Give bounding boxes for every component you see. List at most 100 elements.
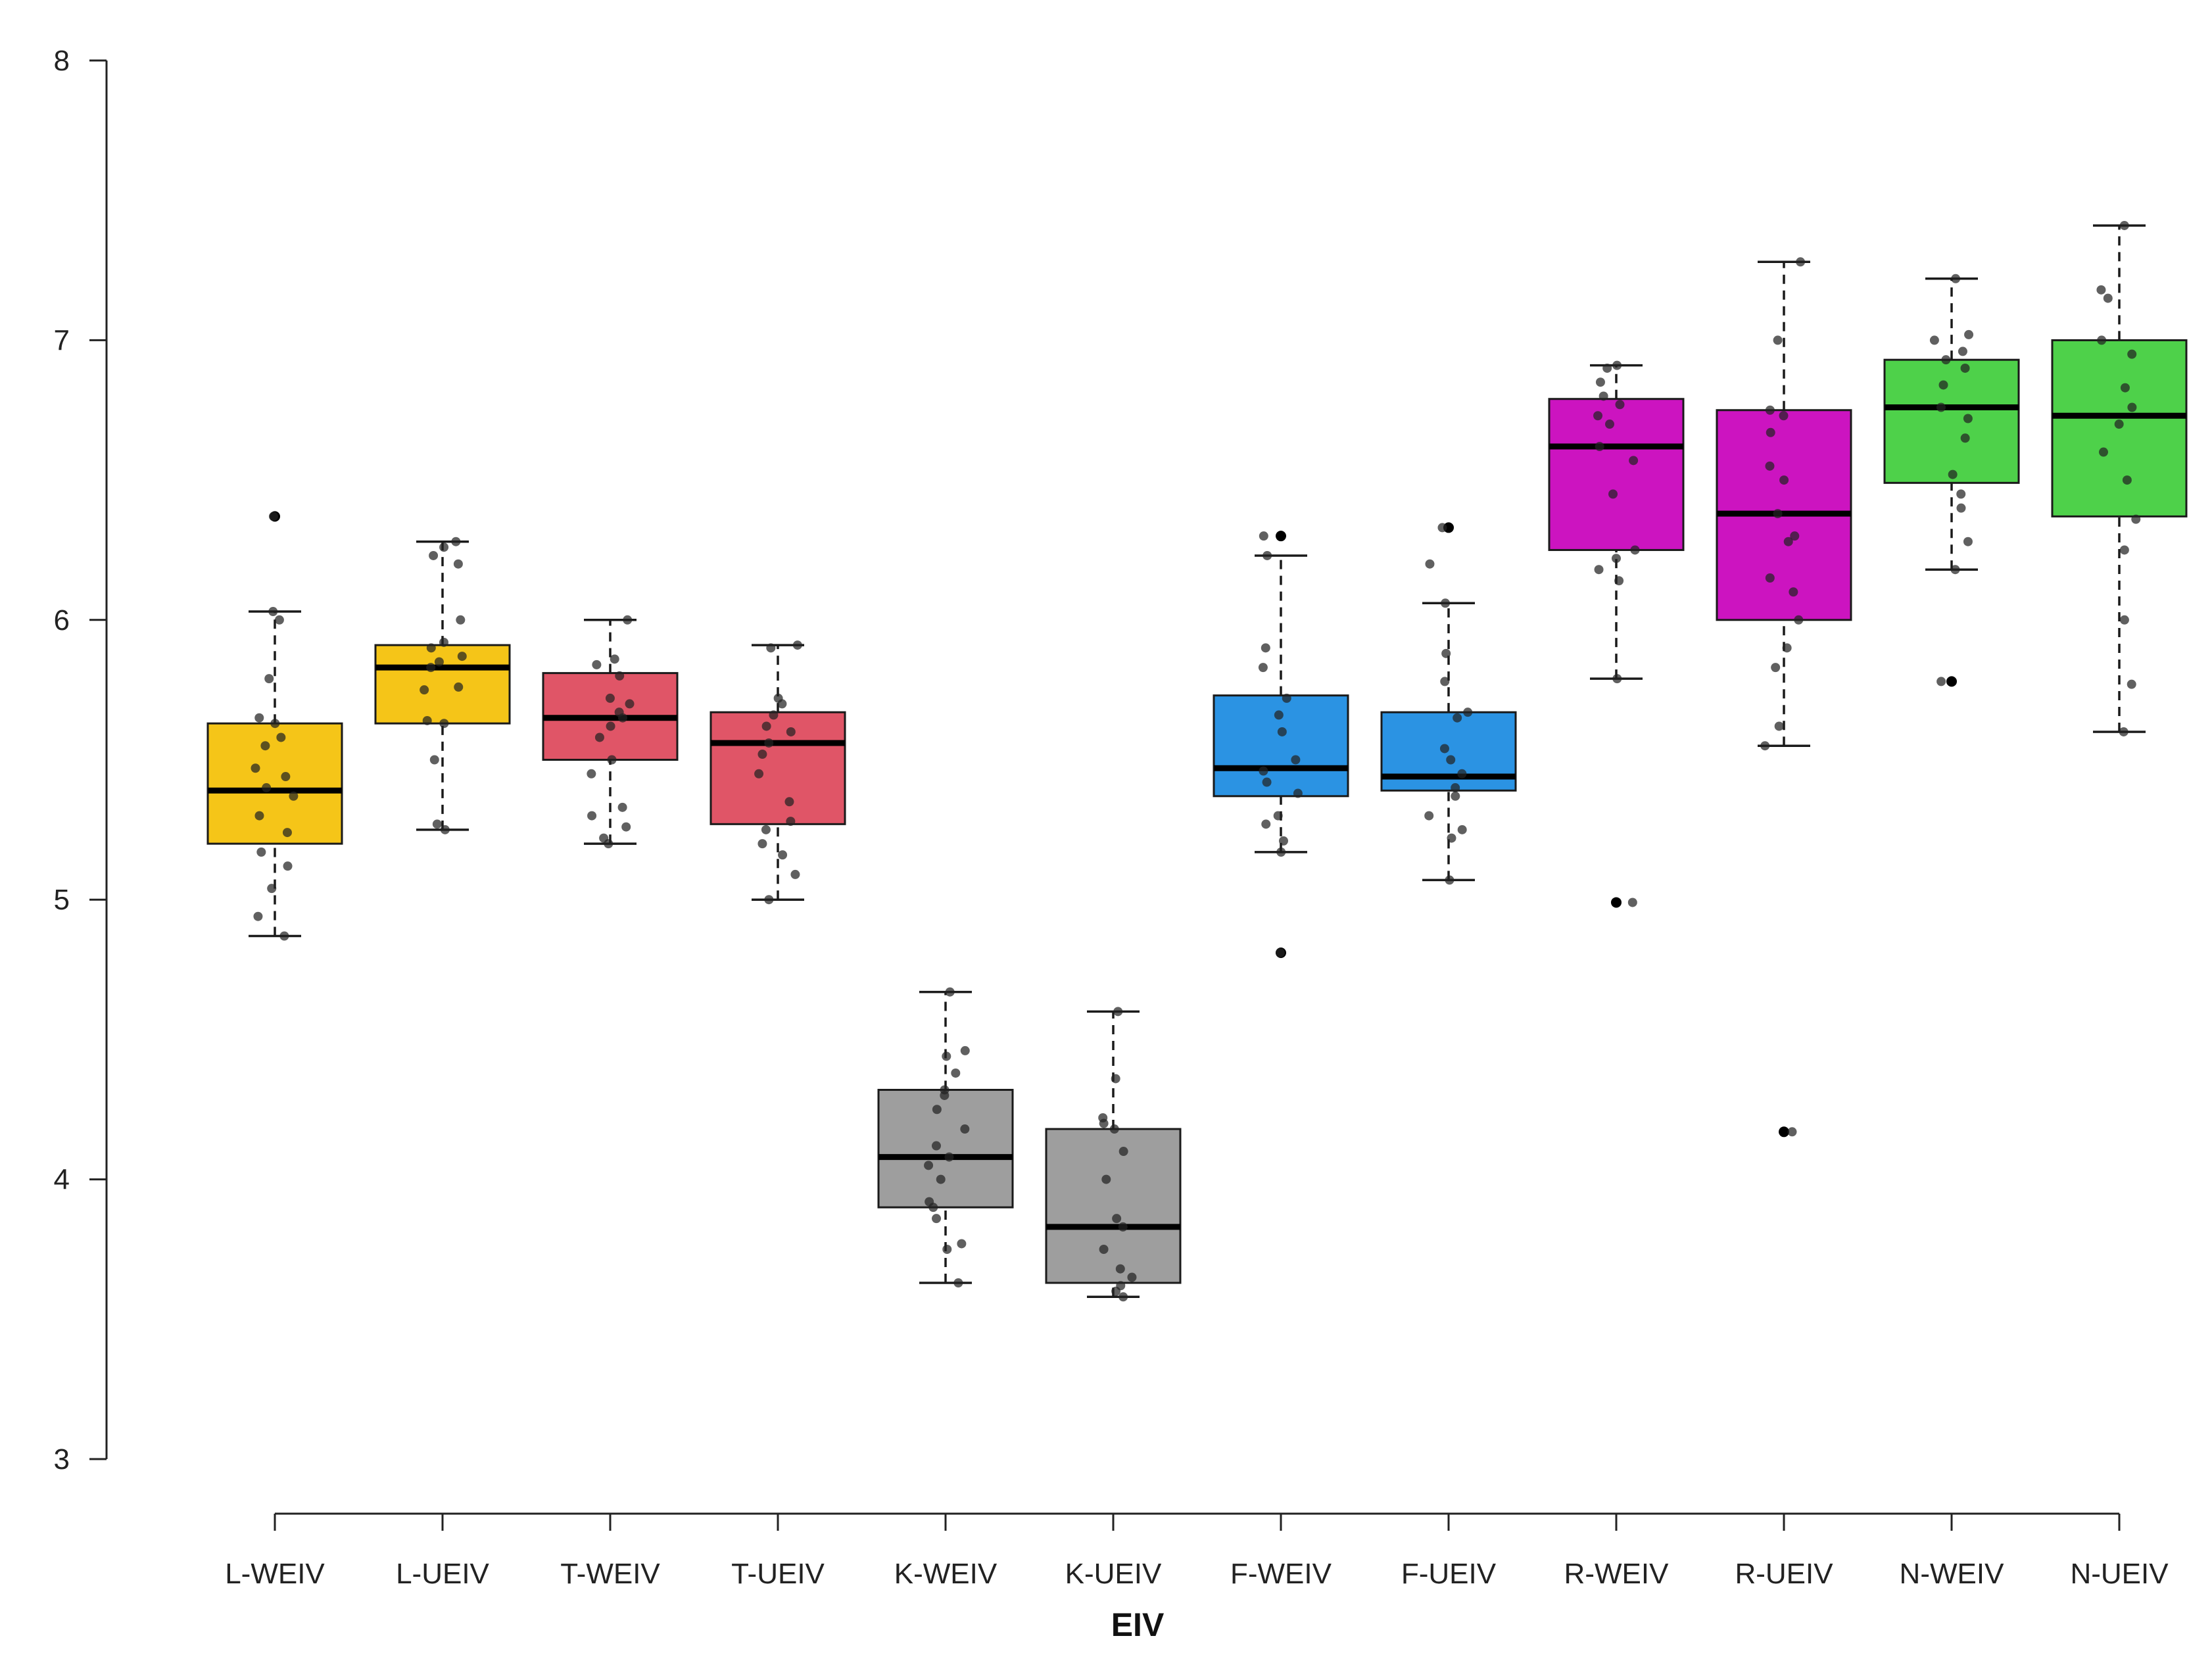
- data-point: [1938, 380, 1948, 390]
- x-tick-label: R-UEIV: [1735, 1558, 1833, 1590]
- data-point: [1615, 400, 1625, 410]
- data-point: [1127, 1272, 1137, 1282]
- data-point: [592, 660, 602, 669]
- data-point: [1790, 531, 1800, 541]
- data-point: [1773, 509, 1783, 519]
- data-point: [1278, 836, 1288, 846]
- data-point: [1276, 847, 1286, 857]
- data-point: [940, 1085, 950, 1095]
- data-point: [1463, 708, 1473, 717]
- data-point: [1963, 414, 1973, 423]
- y-tick-label: 5: [54, 884, 70, 916]
- data-point: [1275, 948, 1285, 958]
- data-point: [925, 1197, 934, 1207]
- x-axis-title: EIV: [1111, 1606, 1165, 1643]
- data-point: [268, 607, 278, 617]
- data-point: [1956, 489, 1966, 499]
- data-point: [2122, 475, 2132, 485]
- outlier-point: [1779, 1126, 1789, 1138]
- data-point: [1453, 713, 1462, 723]
- x-tick-label: K-WEIV: [894, 1558, 998, 1590]
- data-point: [1796, 257, 1806, 267]
- data-point: [1612, 674, 1622, 684]
- data-point: [944, 1152, 954, 1162]
- data-point: [1604, 420, 1614, 429]
- data-point: [1440, 677, 1450, 686]
- data-point: [1594, 565, 1604, 575]
- data-point: [434, 657, 444, 667]
- data-point: [1956, 503, 1966, 513]
- data-point: [1111, 1074, 1120, 1084]
- data-point: [439, 719, 449, 729]
- data-point: [1774, 721, 1784, 731]
- data-point: [1630, 545, 1640, 555]
- data-point: [1599, 391, 1608, 401]
- data-point: [2131, 514, 2141, 524]
- x-tick-label: F-UEIV: [1401, 1558, 1497, 1590]
- data-point: [2096, 285, 2106, 295]
- data-point: [1273, 811, 1283, 821]
- data-point: [1425, 559, 1435, 569]
- data-point: [279, 931, 289, 941]
- data-point: [1960, 433, 1970, 443]
- data-point: [276, 732, 286, 742]
- data-point: [1424, 811, 1434, 821]
- data-point: [429, 755, 439, 765]
- data-point: [432, 819, 442, 829]
- data-point: [281, 772, 291, 782]
- data-point: [262, 783, 272, 793]
- data-point: [1627, 898, 1637, 907]
- data-point: [945, 987, 955, 997]
- data-point: [599, 833, 609, 843]
- data-point: [605, 693, 615, 703]
- data-point: [1593, 411, 1603, 421]
- data-point: [1112, 1214, 1122, 1224]
- data-point: [2103, 293, 2113, 303]
- data-point: [754, 769, 764, 779]
- box-group-f-weiv: [1213, 531, 1349, 959]
- box-group-t-weiv: [542, 615, 679, 849]
- x-tick-label: T-UEIV: [731, 1558, 825, 1590]
- data-point: [253, 911, 263, 921]
- y-tick-label: 3: [54, 1443, 70, 1476]
- data-point: [1948, 469, 1958, 479]
- data-point: [2120, 383, 2130, 393]
- data-point: [951, 1068, 961, 1078]
- data-point: [1611, 554, 1621, 564]
- data-point: [594, 732, 604, 742]
- data-point: [1445, 875, 1455, 885]
- box-series: [206, 220, 2188, 1302]
- data-point: [254, 811, 264, 821]
- data-point: [2114, 420, 2124, 429]
- data-point: [1113, 1007, 1123, 1017]
- data-point: [1783, 537, 1793, 546]
- data-point: [761, 825, 771, 834]
- data-point: [1259, 766, 1268, 776]
- data-point: [1441, 648, 1451, 658]
- data-point: [260, 741, 270, 751]
- data-point: [792, 640, 802, 650]
- data-point: [1787, 1127, 1797, 1137]
- data-point: [1282, 693, 1291, 703]
- data-point: [426, 663, 436, 673]
- data-point: [1437, 523, 1447, 533]
- data-point: [2127, 679, 2136, 689]
- data-point: [1929, 335, 1939, 345]
- data-point: [1447, 833, 1456, 843]
- outlier-point: [1946, 676, 1957, 687]
- box: [206, 722, 343, 845]
- data-point: [1779, 475, 1789, 485]
- data-point: [1595, 377, 1605, 387]
- data-point: [429, 550, 439, 560]
- data-point: [1457, 769, 1467, 779]
- box-group-k-ueiv: [1045, 1007, 1182, 1302]
- data-point: [264, 674, 274, 684]
- data-point: [1261, 643, 1270, 653]
- data-point: [2119, 220, 2129, 230]
- y-tick-label: 6: [54, 604, 70, 636]
- data-point: [790, 869, 800, 879]
- data-point: [454, 682, 464, 692]
- data-point: [283, 861, 293, 871]
- data-point: [2119, 545, 2129, 555]
